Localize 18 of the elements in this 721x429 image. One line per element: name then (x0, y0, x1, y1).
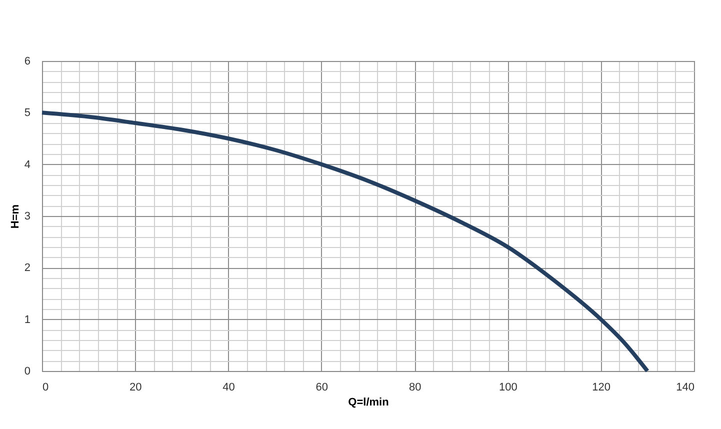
y-tick-label: 5 (24, 107, 30, 120)
y-axis-title: H=m (9, 204, 22, 229)
x-tick-label: 60 (316, 382, 328, 394)
y-tick-label: 3 (24, 210, 30, 222)
x-tick-label: 20 (130, 382, 142, 394)
y-tick-label: 1 (24, 314, 30, 326)
x-tick-label: 100 (499, 382, 518, 394)
x-tick-label: 0 (42, 382, 49, 394)
x-tick-label: 140 (676, 382, 694, 394)
x-tick-label: 40 (222, 382, 235, 394)
x-tick-label: 120 (592, 382, 611, 394)
y-tick-label: 6 (24, 56, 30, 68)
x-axis-title: Q=l/min (348, 396, 390, 408)
y-tick-label: 4 (24, 158, 30, 171)
y-tick-label: 2 (24, 262, 30, 274)
line-series (40, 110, 650, 373)
y-tick-label: 0 (24, 366, 30, 378)
x-tick-label: 80 (408, 382, 422, 394)
